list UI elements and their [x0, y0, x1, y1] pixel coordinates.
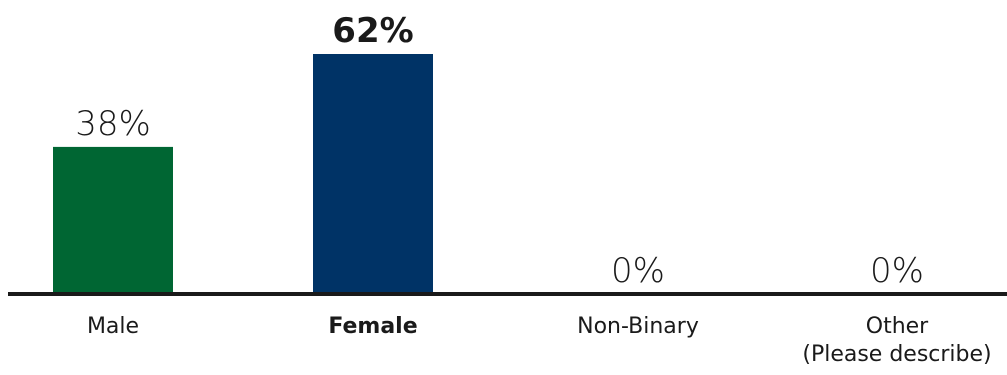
value-label-male: 38%	[75, 104, 151, 144]
value-label-female: 62%	[332, 11, 413, 51]
category-label-male: Male	[87, 314, 139, 339]
bar-male	[53, 146, 173, 294]
value-label-other: 0%	[870, 251, 924, 291]
category-labels-group: Male Female Non-Binary Other (Please describ…	[87, 314, 992, 367]
value-labels-group: 38% 62% 0% 0%	[75, 11, 924, 291]
bars-group	[53, 54, 433, 294]
category-label-non-binary: Non-Binary	[577, 314, 699, 339]
category-label-other: Other (Please describe)	[802, 314, 991, 367]
value-label-non-binary: 0%	[611, 251, 665, 291]
bar-female	[313, 54, 433, 294]
category-label-female: Female	[328, 314, 417, 339]
